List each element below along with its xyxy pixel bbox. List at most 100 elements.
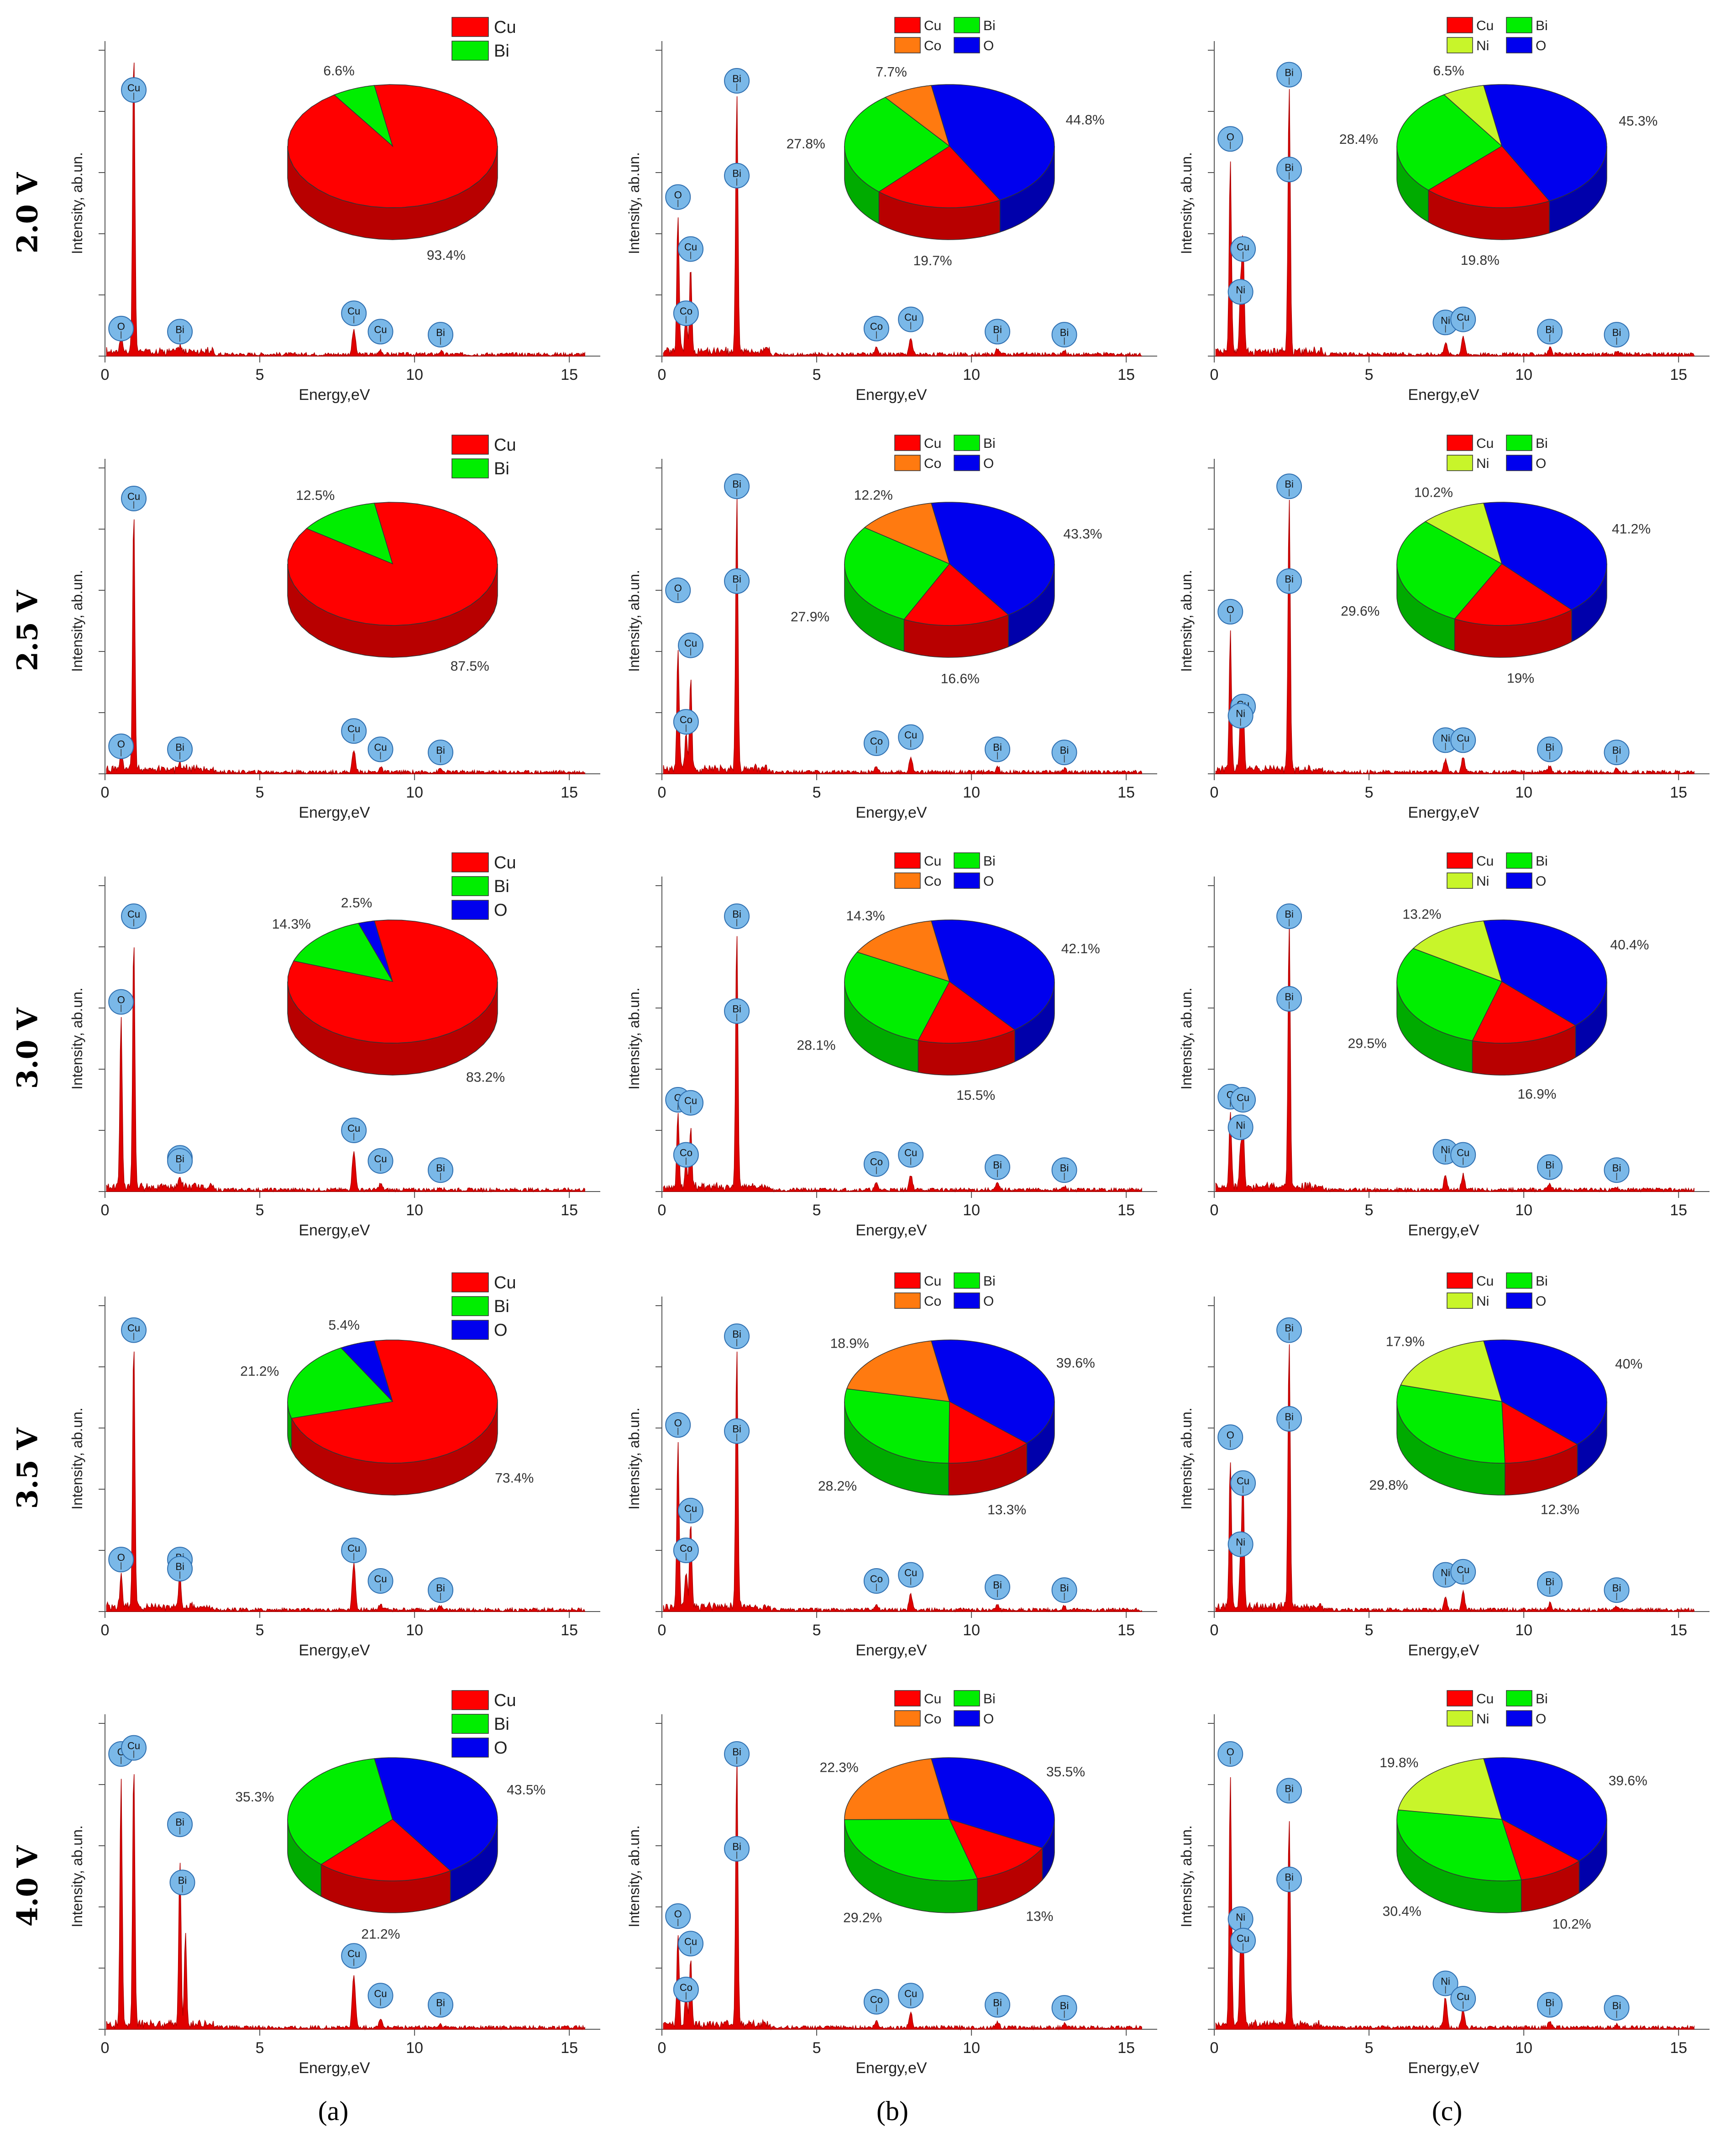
x-axis-label: Energy,eV: [299, 804, 370, 821]
pie-label-o: 43.3%: [1063, 526, 1102, 541]
legend-label-co: Co: [924, 1294, 941, 1309]
peak-marker-bi: Bi: [985, 736, 1011, 762]
y-axis-label: Intensity, ab.un.: [69, 987, 85, 1090]
x-tick-label: 5: [813, 1202, 821, 1219]
legend-swatch-o: [451, 1738, 489, 1758]
peak-marker-bi: Bi: [167, 1148, 193, 1174]
peak-marker-label: Bi: [175, 1561, 184, 1572]
peak-marker-bi: Bi: [985, 1574, 1011, 1600]
peak-marker-label: Cu: [1457, 1564, 1469, 1575]
pie-slice-bi: [844, 527, 950, 620]
spectrum-curve: [663, 1759, 1142, 2031]
y-axis-label: Intensity, ab.un.: [1178, 987, 1195, 1090]
legend-swatch-bi: [451, 1714, 489, 1734]
peak-marker-bi: Bi: [724, 568, 750, 594]
legend-swatch-cu: [894, 1272, 921, 1289]
peak-marker-o: O: [1217, 599, 1243, 625]
peak-marker-label: Bi: [1285, 1323, 1294, 1334]
peak-marker-bi: Bi: [1604, 1577, 1630, 1603]
peak-marker-bi: Bi: [1604, 740, 1630, 766]
peak-marker-cu: Cu: [367, 1983, 393, 2009]
peak-marker-cu: Cu: [898, 1142, 924, 1168]
y-axis-label: Intensity, ab.un.: [69, 1407, 85, 1510]
peak-marker-label: Bi: [1060, 2000, 1069, 2011]
pie-slice-co: [844, 1758, 950, 1820]
pie-slice-ni: [1425, 503, 1503, 565]
pie-legend: Cu Bi Ni O: [1447, 435, 1548, 471]
peak-marker-label: Bi: [1285, 478, 1294, 490]
legend-label-bi: Bi: [494, 42, 509, 61]
legend-swatch-o: [954, 1710, 980, 1727]
peak-marker-cu: Cu: [898, 724, 924, 750]
pie-label-bi: 29.8%: [1369, 1478, 1408, 1493]
legend-swatch-bi: [954, 17, 980, 33]
peak-marker-cu: Cu: [678, 1090, 704, 1116]
x-axis-label: Energy,eV: [1408, 2059, 1479, 2077]
peak-marker-o: O: [665, 1412, 691, 1438]
peak-marker-bi: Bi: [167, 736, 193, 762]
pie-slice-o: [1483, 1757, 1607, 1862]
legend-swatch-cu: [451, 1690, 489, 1710]
peak-marker-label: Bi: [1285, 1872, 1294, 1883]
peak-marker-label: Cu: [347, 1948, 360, 1959]
peak-marker-label: Cu: [684, 1936, 697, 1947]
pie-chart: 43.3% 16.6% 27.9% 12.2%: [791, 488, 1102, 686]
peak-marker-o: O: [665, 578, 691, 603]
legend-label-bi: Bi: [1536, 1691, 1548, 1706]
x-tick-label: 5: [256, 2039, 264, 2057]
peak-marker-co: Co: [863, 315, 889, 341]
peak-marker-label: O: [674, 1417, 682, 1428]
pie-label-o: 40%: [1615, 1356, 1642, 1371]
legend-label-ni: Ni: [1476, 874, 1489, 889]
x-tick-label: 5: [1365, 2039, 1374, 2057]
column-label-c: (c): [1432, 2096, 1463, 2126]
peak-marker-label: Cu: [374, 324, 387, 335]
row-label-2-0: 2.0 V: [10, 172, 44, 254]
peak-marker-label: Cu: [127, 1740, 140, 1752]
legend-swatch-o: [954, 37, 980, 53]
legend-label-bi: Bi: [983, 854, 996, 869]
pie-slice-cu: [1501, 1401, 1578, 1464]
pie-label-bi: 30.4%: [1383, 1904, 1421, 1919]
peak-marker-label: O: [117, 994, 125, 1006]
legend-label-bi: Bi: [494, 459, 509, 478]
x-tick-label: 10: [963, 1622, 980, 1639]
x-axis-label: Energy,eV: [855, 386, 927, 404]
pie-slice-ni: [1443, 85, 1503, 147]
legend-swatch-cu: [894, 1690, 921, 1706]
x-tick-label: 10: [406, 1202, 423, 1219]
legend-label-bi: Bi: [983, 18, 996, 33]
pie-slice-o: [340, 1340, 393, 1402]
peak-marker-bi: Bi: [985, 1992, 1011, 2018]
peak-marker-label: Bi: [732, 573, 741, 585]
x-tick-label: 0: [1210, 784, 1219, 801]
peak-marker-bi: Bi: [1276, 1778, 1302, 1804]
y-axis-label: Intensity, ab.un.: [626, 1825, 642, 1927]
y-axis-label: Intensity, ab.un.: [1178, 1407, 1195, 1510]
peak-marker-bi: Bi: [1051, 740, 1077, 766]
x-tick-label: 0: [658, 1202, 666, 1219]
peak-marker-bi: Bi: [985, 319, 1011, 345]
x-tick-label: 0: [101, 1202, 110, 1219]
pie-chart: 40.4% 16.9% 29.5% 13.2%: [1348, 907, 1649, 1102]
pie-label-o: 41.2%: [1612, 522, 1651, 537]
legend-label-o: O: [983, 38, 994, 53]
spectrum-curve: [106, 1351, 585, 1613]
legend-swatch-ni: [1447, 1710, 1473, 1727]
x-tick-label: 15: [1117, 1202, 1135, 1219]
peak-marker-bi: Bi: [724, 473, 750, 499]
legend-label-bi: Bi: [494, 1715, 509, 1734]
pie-legend: Cu Bi Ni O: [1447, 1272, 1548, 1309]
pie-label-bi: 28.2%: [818, 1479, 857, 1494]
y-axis-label: Intensity, ab.un.: [626, 987, 642, 1090]
peak-marker-bi: Bi: [167, 1556, 193, 1582]
legend-label-o: O: [983, 1712, 994, 1727]
legend-swatch-cu: [894, 852, 921, 869]
x-axis-label: Energy,eV: [1408, 386, 1479, 404]
peak-marker-ni: Ni: [1227, 1531, 1253, 1557]
peak-marker-label: Ni: [1236, 1911, 1245, 1923]
pie-slice-cu: [291, 1339, 498, 1464]
peak-marker-label: Cu: [684, 1095, 697, 1107]
pie-slice-co: [856, 920, 950, 982]
